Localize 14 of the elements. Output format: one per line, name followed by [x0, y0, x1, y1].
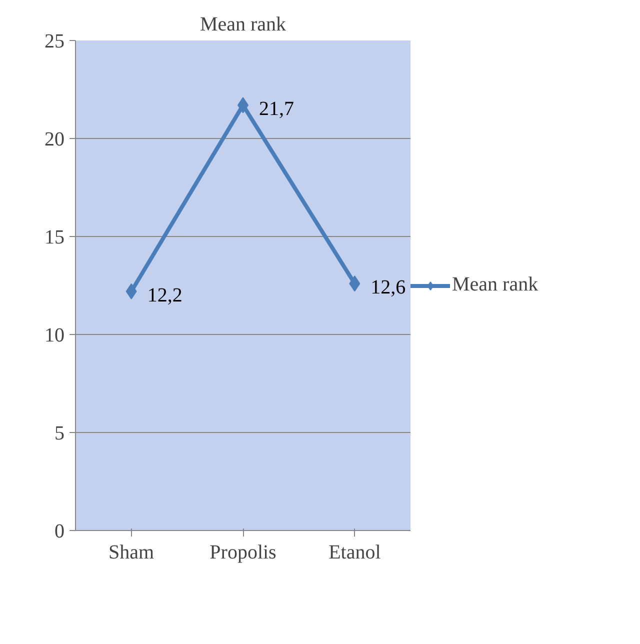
y-tick-label: 20: [44, 128, 64, 150]
legend-label: Mean rank: [452, 274, 538, 296]
y-tick-label: 0: [54, 520, 64, 542]
y-tick-label: 25: [44, 30, 64, 52]
y-tick-label: 10: [44, 324, 64, 346]
data-label: 21,7: [259, 98, 294, 120]
chart-title: Mean rank: [200, 14, 286, 36]
data-label: 12,2: [147, 284, 182, 306]
data-label: 12,6: [370, 276, 406, 299]
x-tick-label: Sham: [108, 542, 155, 564]
y-tick-label: 15: [44, 226, 64, 248]
x-tick-label: Etanol: [328, 542, 382, 564]
x-tick-label: Propolis: [210, 542, 277, 564]
y-tick-label: 5: [54, 422, 64, 444]
